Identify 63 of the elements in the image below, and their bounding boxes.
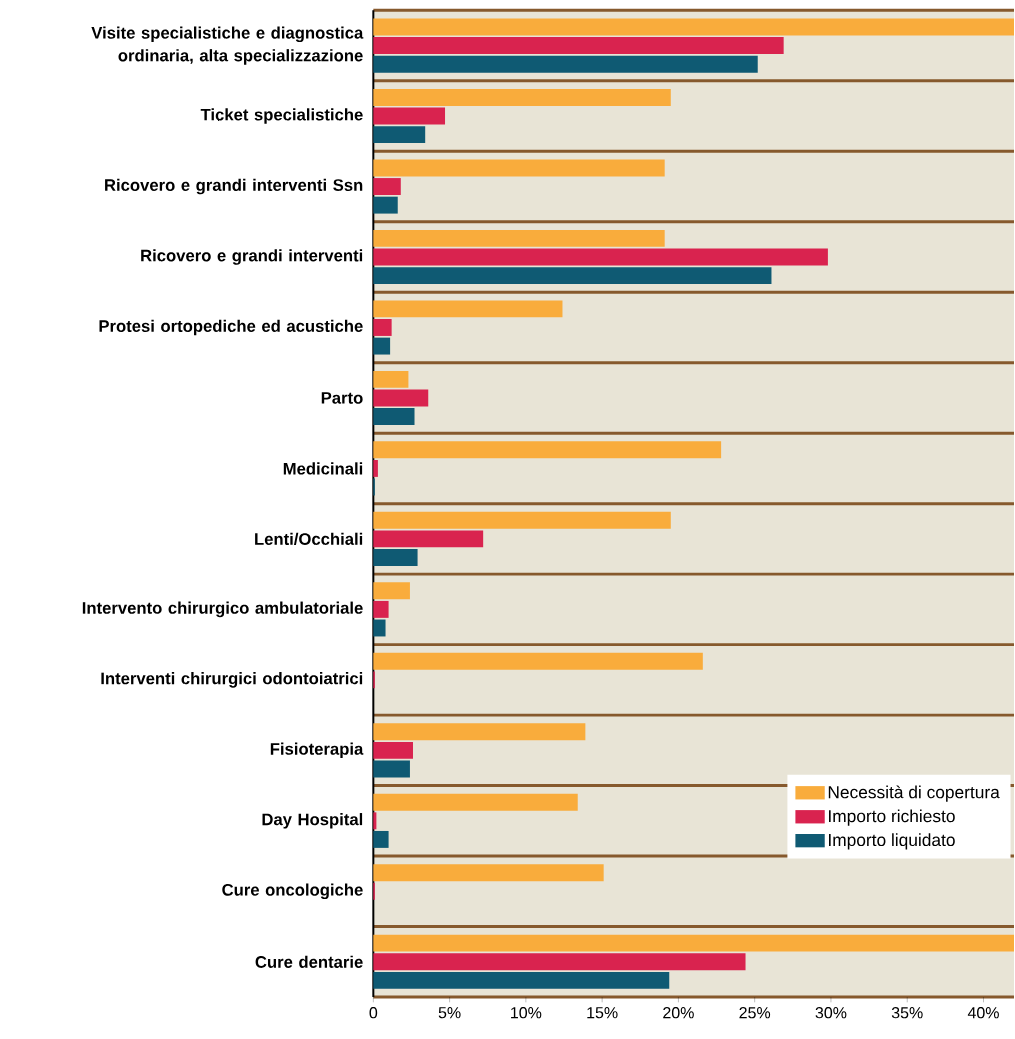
x-tick-label: 35% — [891, 1007, 923, 1019]
bar — [373, 723, 586, 741]
x-tick-label: 15% — [587, 1007, 618, 1019]
bar — [373, 812, 377, 830]
bar — [373, 229, 665, 247]
bar — [373, 126, 425, 144]
bar — [373, 441, 721, 459]
bar — [373, 408, 415, 426]
x-tick-label: 40% — [967, 1007, 999, 1019]
bar — [373, 337, 390, 355]
y-tick-label: Medicinali — [283, 462, 362, 475]
y-tick-label: Cure oncologiche — [222, 883, 363, 900]
bar — [373, 830, 389, 848]
bar — [373, 549, 418, 566]
bar — [373, 530, 483, 548]
bar — [373, 600, 389, 618]
bar — [373, 582, 410, 600]
bar — [373, 196, 398, 214]
bar — [373, 37, 784, 55]
bar — [373, 934, 1014, 952]
bar — [373, 55, 758, 73]
bar — [373, 370, 409, 388]
bar — [373, 971, 670, 989]
y-tick-label: Fisioterapia — [270, 742, 364, 759]
bar — [373, 178, 401, 195]
bar — [373, 619, 386, 637]
bar — [373, 389, 429, 407]
bar — [373, 864, 604, 882]
bar — [373, 511, 671, 529]
bar — [373, 319, 392, 336]
legend-label: Importo liquidato — [828, 833, 955, 850]
bar — [373, 953, 746, 971]
x-tick-label: 0 — [369, 1007, 377, 1019]
bar — [373, 793, 578, 811]
y-tick-label: Ricovero e grandi interventi Ssn — [104, 178, 363, 195]
y-tick-label: Visite specialistiche e diagnostica ordinaria, alta specializzazione — [91, 26, 364, 65]
y-tick-label: Protesi ortopediche ed acustiche — [99, 319, 363, 336]
y-tick-label: Cure dentarie — [255, 955, 363, 968]
x-tick-label: 30% — [815, 1007, 847, 1019]
legend-label: Importo richiesto — [828, 809, 955, 826]
bar — [373, 248, 828, 266]
bar — [373, 300, 563, 318]
y-tick-label: Lenti/Occhiali — [254, 532, 362, 546]
x-tick-label: 5% — [438, 1007, 461, 1019]
bar — [373, 652, 703, 670]
y-tick-label: Intervento chirurgico ambulatoriale — [82, 601, 363, 618]
x-tick-label: 25% — [739, 1007, 770, 1019]
y-tick-label: Day Hospital — [262, 813, 362, 829]
bar — [373, 18, 1014, 36]
bar — [373, 107, 445, 125]
legend-label: Necessità di copertura — [828, 785, 1000, 802]
bar — [373, 459, 378, 477]
bar — [373, 267, 772, 285]
bar — [373, 760, 410, 778]
x-tick-label: 10% — [510, 1007, 542, 1019]
y-tick-label: Ricovero e grandi interventi — [140, 249, 362, 265]
y-tick-label: Parto — [321, 392, 363, 404]
x-tick-label: 20% — [662, 1007, 694, 1019]
bar — [373, 159, 665, 177]
y-tick-label: Ticket specialistiche — [200, 108, 363, 124]
y-tick-label: Interventi chirurgici odontoiatrici — [101, 672, 362, 688]
bar — [373, 88, 671, 106]
bar — [373, 741, 413, 759]
